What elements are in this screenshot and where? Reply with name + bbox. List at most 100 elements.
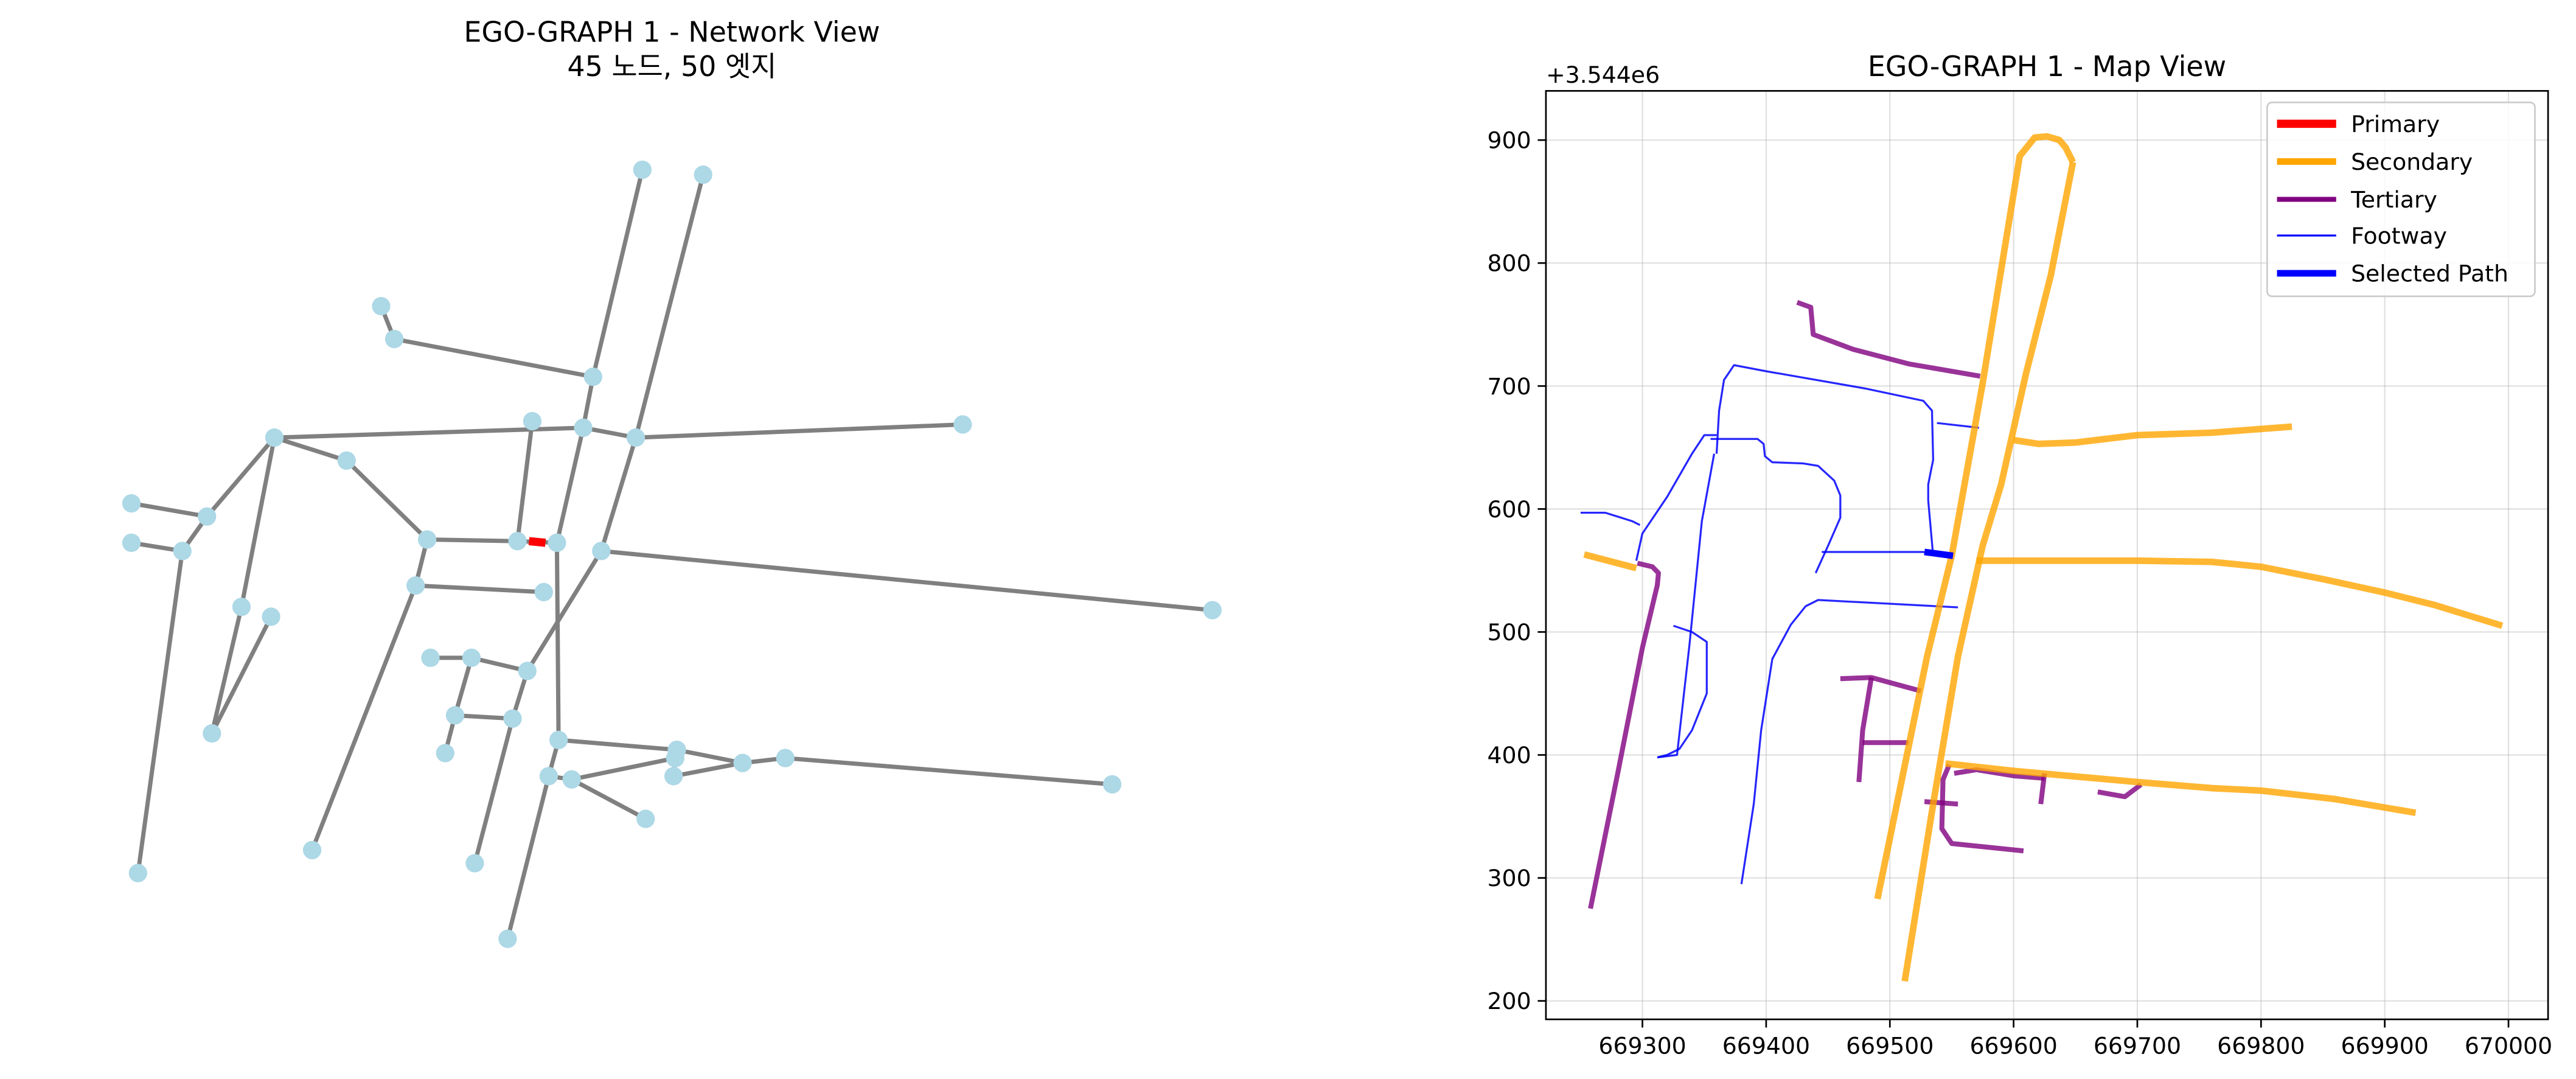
network-node — [549, 730, 568, 750]
network-node — [436, 744, 454, 763]
map-title: EGO-GRAPH 1 - Map View — [1868, 50, 2226, 83]
network-node — [265, 428, 284, 447]
map-path-footway — [1710, 438, 1842, 574]
x-tick-label: 669600 — [1969, 1033, 2057, 1060]
network-subtitle: 45 노드, 50 엣지 — [567, 50, 776, 83]
network-edge — [427, 537, 518, 543]
network-node — [733, 753, 752, 772]
map-path-tertiary — [1856, 677, 1874, 783]
network-node — [636, 809, 655, 828]
network-node — [198, 507, 217, 526]
map-path-tertiary — [1954, 767, 2045, 781]
network-edge — [472, 718, 515, 864]
network-edge — [454, 713, 513, 721]
network-edge — [600, 548, 1213, 613]
network-node — [122, 533, 141, 553]
network-edge — [558, 738, 677, 752]
legend-box — [2266, 101, 2536, 298]
network-node — [1102, 775, 1122, 794]
network-node — [262, 607, 280, 626]
network-edge — [205, 436, 276, 518]
y-tick-label: 500 — [1487, 619, 1531, 646]
legend-label-selected-path: Selected Path — [2351, 260, 2508, 287]
network-node — [548, 533, 566, 553]
map-path-tertiary — [1924, 799, 1958, 807]
y-tick-label: 200 — [1487, 988, 1531, 1014]
legend-label-secondary: Secondary — [2351, 148, 2473, 175]
network-node — [574, 418, 593, 438]
network-node — [583, 368, 602, 386]
network-node — [122, 494, 141, 513]
network-edge — [209, 606, 244, 734]
network-edge — [515, 421, 535, 542]
network-node — [302, 840, 322, 859]
network-edge — [210, 615, 273, 735]
network-edge — [273, 435, 347, 463]
network-node — [128, 864, 147, 882]
network-node — [203, 724, 221, 743]
x-tick-label: 669900 — [2341, 1033, 2429, 1060]
legend: Primary Secondary Tertiary Footway Selec… — [2266, 101, 2536, 298]
network-node — [465, 854, 484, 873]
x-tick-label: 669700 — [2094, 1033, 2181, 1060]
network-edge — [599, 437, 638, 552]
map-path-secondary — [1945, 760, 2417, 816]
y-tick-label: 900 — [1487, 127, 1531, 154]
network-node — [1203, 601, 1222, 620]
network-edge — [131, 501, 207, 519]
map-path-footway — [1580, 511, 1641, 526]
map-path-secondary — [1583, 551, 1637, 571]
map-path-secondary — [1976, 557, 2504, 629]
map-path-footway — [1740, 599, 1958, 884]
network-node — [417, 530, 437, 549]
network-edge — [633, 174, 706, 438]
y-axis-ticks: 200 300 400 500 600 700 800 900 — [1487, 127, 1546, 1014]
x-tick-label: 669300 — [1598, 1033, 1686, 1060]
network-edge — [785, 756, 1113, 787]
network-node — [406, 576, 425, 595]
network-edge — [471, 655, 528, 673]
network-node — [666, 749, 684, 767]
network-node — [508, 532, 527, 551]
x-tick-label: 669500 — [1846, 1033, 1934, 1060]
network-edge — [635, 422, 963, 440]
network-edge — [571, 777, 647, 821]
map-path-tertiary — [1796, 300, 1981, 379]
map-path-selected-path — [1924, 548, 1954, 559]
network-node — [232, 598, 251, 616]
map-path-tertiary — [1939, 764, 2024, 854]
y-tick-label: 400 — [1487, 742, 1531, 769]
y-tick-label: 300 — [1487, 865, 1531, 892]
network-node — [534, 582, 553, 602]
network-node — [372, 296, 391, 316]
network-edge — [136, 550, 185, 874]
map-path-footway — [1657, 624, 1708, 759]
legend-label-footway: Footway — [2351, 222, 2447, 249]
y-tick-label: 800 — [1487, 250, 1531, 277]
network-node — [664, 767, 683, 786]
network-node — [173, 542, 192, 560]
network-edge — [345, 459, 429, 542]
network-node — [562, 770, 581, 789]
network-edge — [554, 427, 586, 543]
network-edge — [239, 437, 277, 607]
network-node — [337, 451, 356, 470]
x-tick-label: 670000 — [2465, 1033, 2552, 1060]
network-node — [592, 542, 611, 560]
map-path-footway — [1635, 434, 1717, 561]
network-edge — [394, 337, 594, 379]
map-path-secondary — [2013, 423, 2292, 447]
network-edge — [415, 583, 544, 595]
y-offset-label: +3.544e6 — [1546, 61, 1660, 88]
network-highlighted-edge — [528, 537, 546, 547]
map-view-panel: EGO-GRAPH 1 - Map View +3.544e6 669300 66… — [1487, 50, 2552, 1060]
network-title: EGO-GRAPH 1 - Network View — [464, 15, 880, 48]
network-highlighted-edges — [528, 537, 546, 547]
network-node — [421, 648, 440, 668]
network-node — [694, 165, 712, 184]
map-axes-frame — [1545, 89, 2549, 1021]
network-edge — [505, 775, 551, 940]
map-path-footway — [1657, 453, 1716, 759]
